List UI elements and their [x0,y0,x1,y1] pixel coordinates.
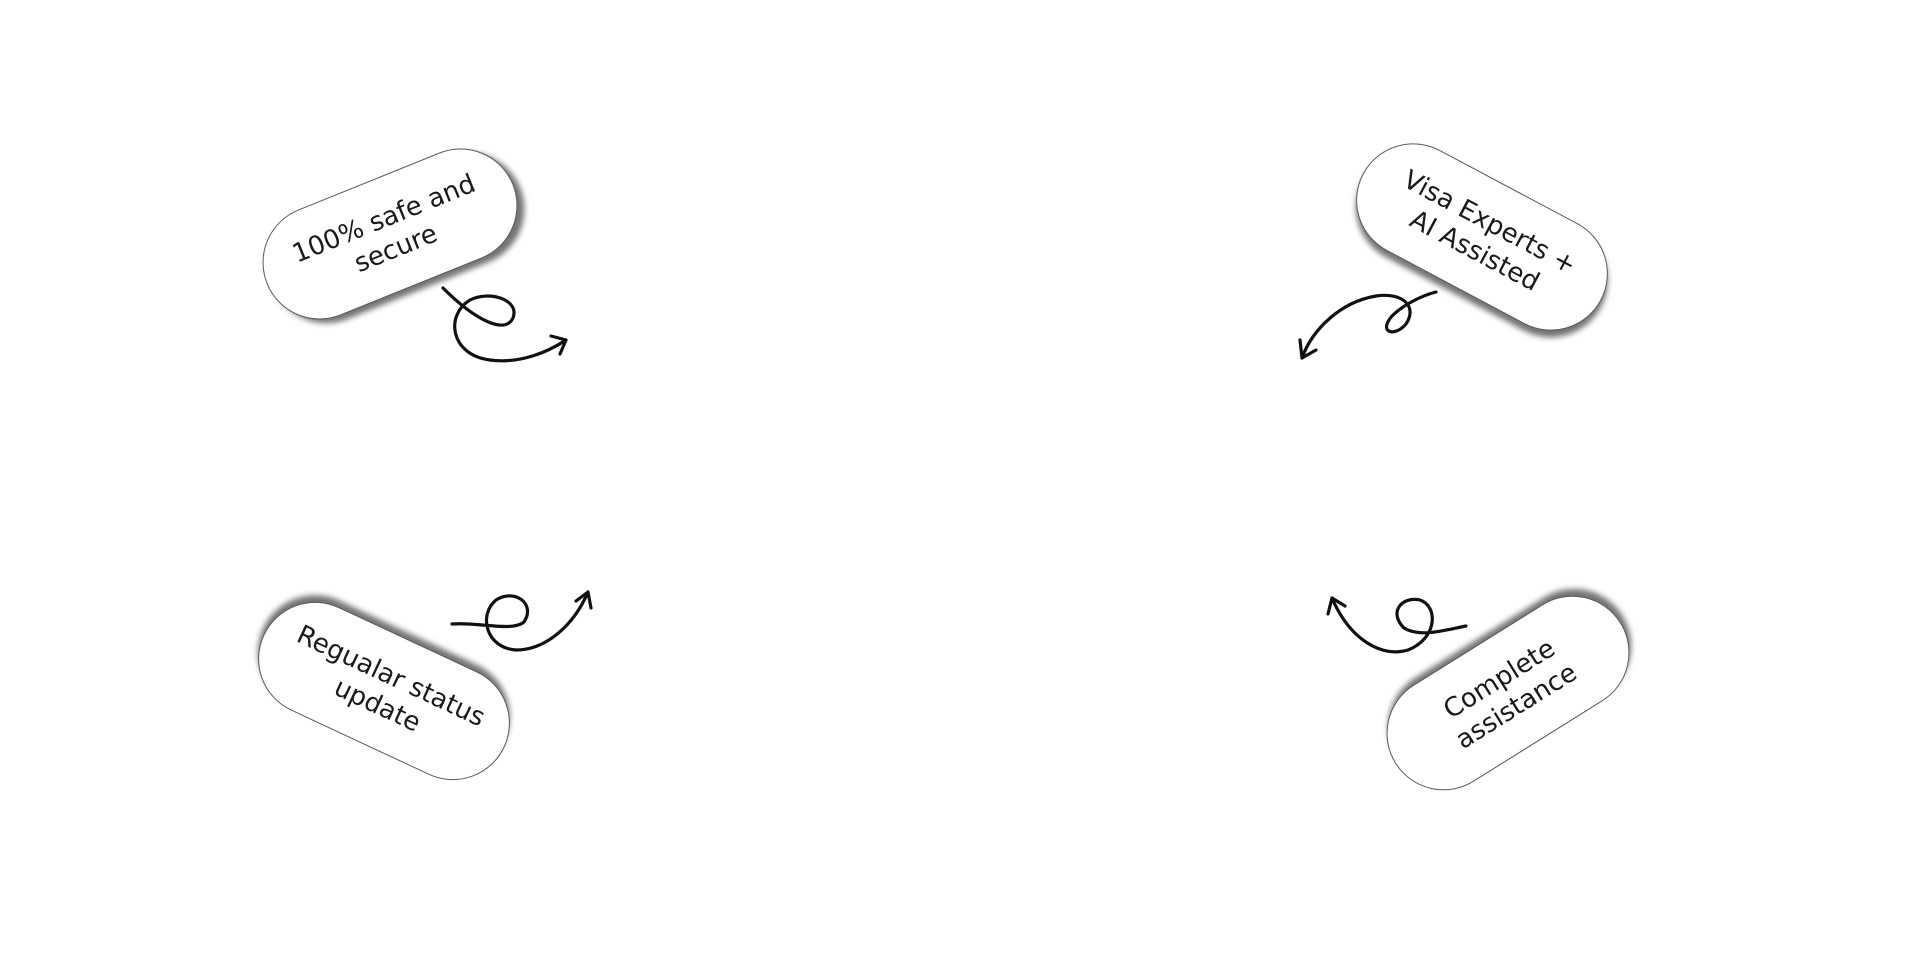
badge-label: Visa Experts + AI Assisted [1398,164,1581,298]
curly-arrow-icon [441,286,568,363]
badge-visa-experts: Visa Experts + AI Assisted [1336,123,1628,351]
badge-label: Complete assistance [1438,633,1583,756]
badge-label: 100% safe and secure [288,168,480,279]
badge-safe-secure: 100% safe and secure [245,131,535,337]
badge-status-update: Regualar status update [239,583,529,799]
badge-complete-assistance: Complete assistance [1365,574,1651,812]
curly-arrow-icon [1298,290,1438,360]
curly-arrow-icon [1326,596,1468,654]
badge-label: Regualar status update [292,619,490,739]
curly-arrow-icon [450,590,593,652]
